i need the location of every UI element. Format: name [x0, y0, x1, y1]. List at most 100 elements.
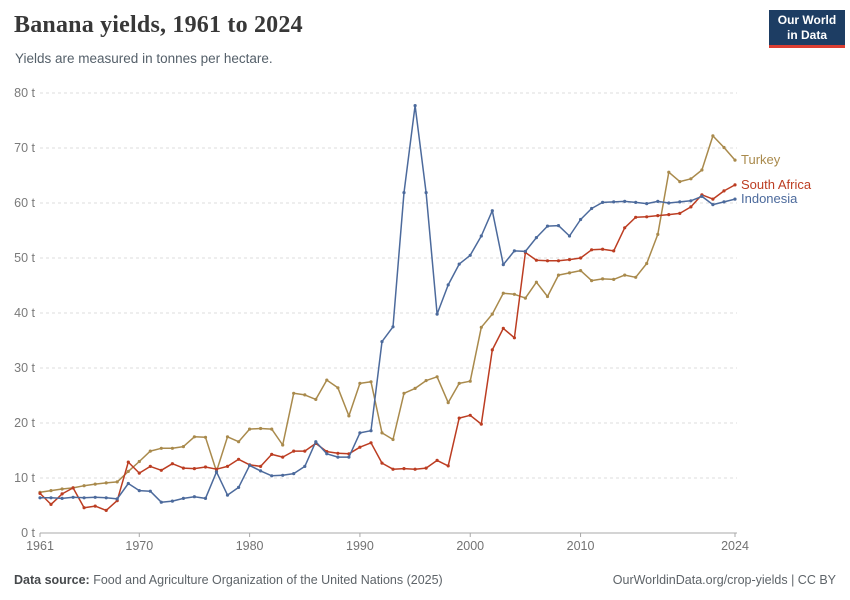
data-point: [468, 253, 472, 257]
data-point: [556, 259, 561, 263]
data-point: [148, 489, 152, 493]
data-point: [590, 248, 594, 252]
data-point: [380, 461, 384, 465]
data-point: [303, 464, 307, 468]
data-point: [82, 484, 86, 488]
data-point: [623, 226, 627, 230]
data-point: [181, 466, 185, 470]
data-point: [579, 217, 583, 222]
data-point: [391, 467, 395, 471]
data-point: [479, 234, 483, 238]
data-point: [501, 291, 505, 295]
data-point: [170, 446, 174, 450]
data-point: [545, 294, 550, 299]
points-indonesia: [38, 104, 737, 504]
data-point: [689, 177, 693, 181]
series-label-south-africa[interactable]: South Africa: [741, 177, 812, 192]
data-point: [203, 496, 208, 500]
data-point: [612, 277, 616, 281]
series-label-turkey[interactable]: Turkey: [741, 152, 781, 167]
data-point: [281, 455, 285, 459]
data-point: [446, 464, 450, 468]
x-axis: 1961 1970 1980 1990 2000 2010 2024: [26, 533, 749, 553]
y-axis-tick-label: 30 t: [14, 361, 35, 375]
data-point: [159, 500, 163, 504]
data-point: [60, 487, 64, 491]
data-point: [402, 467, 406, 471]
points-turkey: [38, 134, 737, 494]
data-point: [733, 197, 737, 201]
data-point: [148, 464, 152, 468]
footer-citation-link[interactable]: OurWorldinData.org/crop-yields | CC BY: [612, 573, 836, 587]
data-point: [159, 446, 163, 450]
data-point: [479, 325, 483, 329]
data-point: [104, 481, 108, 485]
data-point: [413, 104, 417, 108]
data-point: [678, 211, 682, 215]
data-point: [656, 214, 660, 218]
data-point: [126, 460, 130, 464]
x-axis-tick-label: 2024: [721, 539, 749, 553]
gridlines: 0 t 10 t 20 t 30 t 40 t 50 t 60 t 70 t 80 t: [14, 86, 737, 540]
data-point: [667, 201, 671, 205]
data-point: [700, 168, 704, 172]
data-point: [623, 199, 627, 203]
data-point: [203, 435, 208, 439]
data-point: [634, 275, 638, 279]
owid-logo: Our World in Data: [769, 10, 845, 48]
owid-logo-line2: in Data: [786, 27, 827, 42]
data-point: [490, 209, 494, 213]
data-point: [82, 506, 86, 510]
data-point: [192, 495, 196, 499]
data-point: [623, 273, 627, 277]
line-indonesia[interactable]: [40, 104, 736, 503]
data-point: [711, 134, 715, 138]
data-point: [612, 200, 616, 204]
data-point: [71, 495, 75, 499]
data-point: [281, 473, 285, 477]
data-point: [446, 401, 450, 405]
data-point: [259, 469, 263, 473]
data-source-text: Food and Agriculture Organization of the…: [89, 573, 443, 587]
data-point: [612, 249, 616, 253]
data-point: [237, 440, 241, 444]
data-point: [567, 234, 572, 238]
data-point: [545, 224, 550, 228]
data-point: [336, 451, 340, 455]
data-point: [358, 445, 362, 449]
data-point: [214, 470, 219, 474]
data-point: [71, 486, 75, 490]
data-point: [303, 449, 307, 453]
data-source: Data source: Food and Agriculture Organi…: [14, 573, 443, 587]
data-point: [512, 292, 517, 296]
owid-logo-line1: Our World: [777, 12, 837, 27]
line-turkey[interactable]: [39, 135, 736, 494]
data-point: [667, 213, 671, 217]
data-point: [104, 508, 108, 512]
data-point: [248, 427, 252, 431]
data-point: [369, 429, 373, 433]
data-point: [292, 472, 296, 476]
data-point: [567, 258, 572, 262]
data-point: [225, 493, 230, 497]
data-point: [413, 467, 417, 471]
data-point: [270, 427, 274, 431]
data-point: [137, 489, 141, 493]
data-point: [314, 440, 318, 444]
data-point: [733, 158, 737, 162]
data-point: [237, 457, 241, 461]
data-point: [479, 422, 483, 426]
data-point: [159, 468, 163, 472]
data-point: [93, 504, 97, 508]
data-point: [579, 256, 583, 260]
line-south-africa[interactable]: [39, 184, 736, 512]
data-point: [148, 449, 152, 453]
data-point: [545, 259, 550, 263]
data-point: [512, 249, 517, 253]
data-point: [137, 459, 141, 464]
series-label-indonesia[interactable]: Indonesia: [741, 191, 798, 206]
y-axis-tick-label: 70 t: [14, 141, 35, 155]
data-point: [722, 200, 726, 204]
data-point: [656, 199, 660, 203]
data-point: [689, 199, 693, 203]
